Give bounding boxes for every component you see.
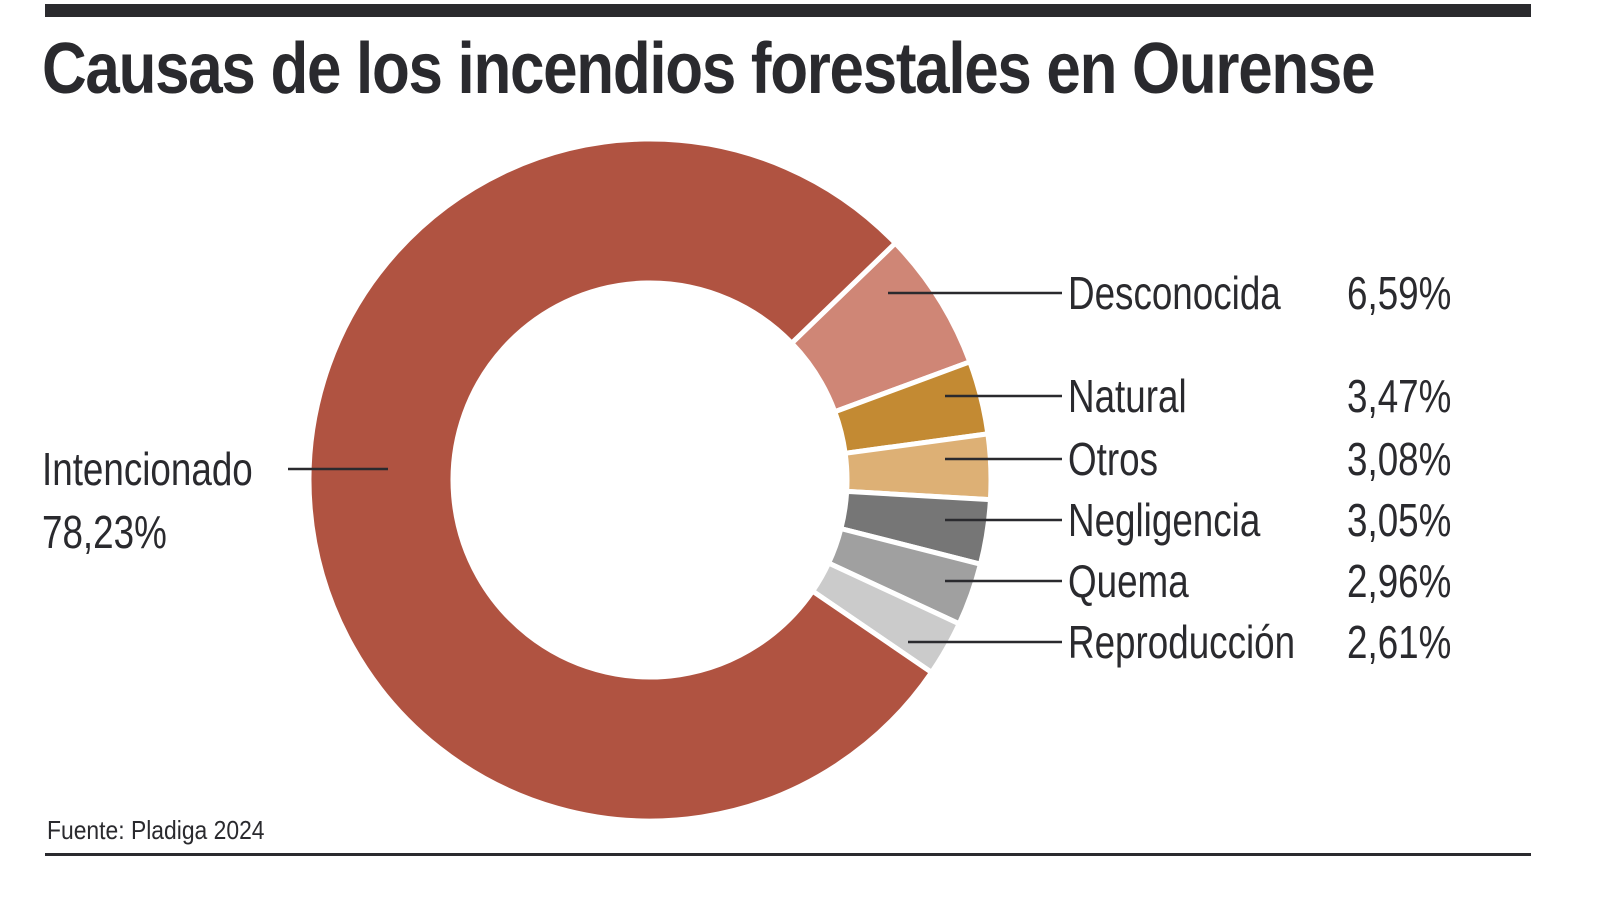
value-intencionado: 78,23% [42, 506, 167, 558]
value-negligencia: 3,05% [1347, 494, 1452, 546]
value-reproducción: 2,61% [1347, 616, 1452, 668]
slice-intencionado [306, 136, 936, 824]
value-natural: 3,47% [1347, 370, 1452, 422]
source-note: Fuente: Pladiga 2024 [47, 815, 265, 845]
value-quema: 2,96% [1347, 555, 1452, 607]
label-natural: Natural [1068, 370, 1187, 422]
label-intencionado: Intencionado [42, 443, 253, 495]
chart-title: Causas de los incendios forestales en Ou… [42, 29, 1376, 109]
value-otros: 3,08% [1347, 433, 1452, 485]
value-desconocida: 6,59% [1347, 267, 1452, 319]
label-desconocida: Desconocida [1068, 267, 1281, 319]
label-negligencia: Negligencia [1068, 494, 1261, 546]
top-rule [45, 4, 1531, 17]
label-reproducción: Reproducción [1068, 616, 1296, 668]
label-otros: Otros [1068, 433, 1158, 485]
label-quema: Quema [1068, 555, 1189, 607]
bottom-rule [45, 853, 1531, 856]
